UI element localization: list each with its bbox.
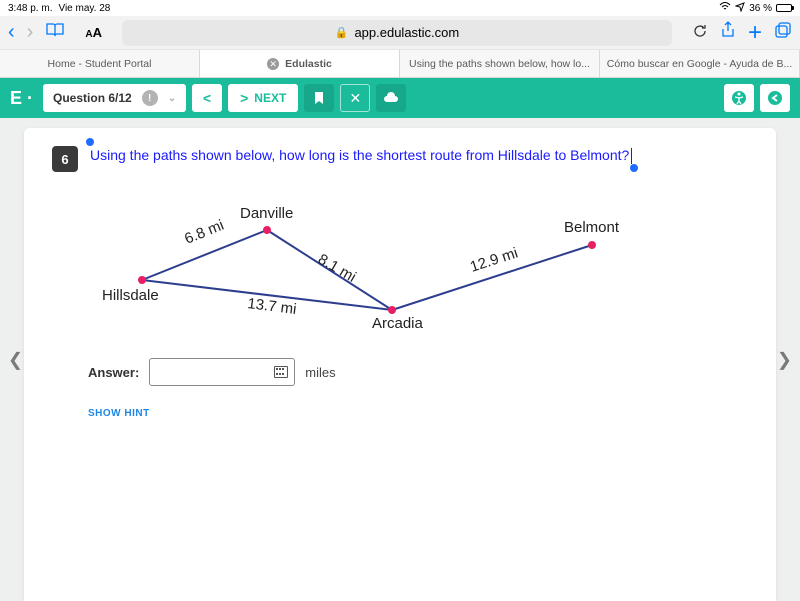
svg-text:Arcadia: Arcadia	[372, 315, 424, 332]
text-size-button[interactable]: AA	[85, 25, 102, 40]
battery-pct: 36 %	[749, 3, 772, 14]
path-diagram: 6.8 mi8.1 mi13.7 mi12.9 miHillsdaleDanvi…	[92, 190, 652, 340]
svg-text:Belmont: Belmont	[564, 219, 620, 236]
answer-row: Answer: miles	[88, 358, 748, 386]
question-counter: Question 6/12	[53, 91, 132, 105]
next-question-button[interactable]: > NEXT	[228, 84, 298, 112]
tab-question[interactable]: Using the paths shown below, how lo...	[400, 50, 600, 77]
browser-toolbar: ‹ › AA 🔒 app.edulastic.com +	[0, 16, 800, 50]
status-bar: 3:48 p. m. Vie may. 28 36 %	[0, 0, 800, 16]
wifi-icon	[719, 2, 731, 15]
bookmark-button[interactable]	[304, 84, 334, 112]
svg-text:8.1 mi: 8.1 mi	[315, 251, 359, 286]
prev-question-button[interactable]: <	[192, 84, 222, 112]
question-number: 6	[52, 146, 78, 172]
status-date: Vie may. 28	[58, 3, 110, 14]
chevron-down-icon: ⌄	[168, 93, 176, 104]
accessibility-button[interactable]	[724, 84, 754, 112]
answer-unit: miles	[305, 365, 335, 380]
exit-button[interactable]	[760, 84, 790, 112]
tab-edulastic[interactable]: ✕ Edulastic	[200, 50, 400, 77]
reload-button[interactable]	[692, 23, 708, 42]
selection-handle-icon[interactable]	[630, 164, 638, 172]
svg-text:6.8 mi: 6.8 mi	[182, 217, 226, 248]
answer-label: Answer:	[88, 365, 139, 380]
info-badge-icon: !	[142, 90, 158, 106]
app-toolbar: E · Question 6/12 ! ⌄ < > NEXT ✕	[0, 78, 800, 118]
svg-text:Hillsdale: Hillsdale	[102, 287, 159, 304]
answer-input[interactable]	[149, 358, 295, 386]
tab-home[interactable]: Home - Student Portal	[0, 50, 200, 77]
selection-handle-icon[interactable]	[86, 138, 94, 146]
location-icon	[735, 2, 745, 15]
close-tab-icon[interactable]: ✕	[267, 58, 279, 70]
show-hint-button[interactable]: SHOW HINT	[88, 408, 748, 419]
keypad-icon[interactable]	[274, 366, 288, 378]
question-text: Using the paths shown below, how long is…	[90, 147, 629, 163]
back-button[interactable]: ‹	[8, 21, 15, 44]
edulastic-logo: E ·	[10, 88, 33, 109]
lock-icon: 🔒	[335, 26, 349, 39]
cloud-button[interactable]	[376, 84, 406, 112]
question-card: 6 Using the paths shown below, how long …	[24, 128, 776, 601]
share-button[interactable]	[720, 21, 736, 45]
close-button[interactable]: ✕	[340, 84, 370, 112]
question-selector[interactable]: Question 6/12 ! ⌄	[43, 84, 186, 112]
content-area: ❮ ❯ 6 Using the paths shown below, how l…	[0, 118, 800, 601]
address-bar[interactable]: 🔒 app.edulastic.com	[122, 20, 672, 46]
url-text: app.edulastic.com	[354, 25, 459, 40]
browser-tabs: Home - Student Portal ✕ Edulastic Using …	[0, 50, 800, 78]
tab-google-help[interactable]: Cómo buscar en Google - Ayuda de B...	[600, 50, 800, 77]
svg-text:Danville: Danville	[240, 205, 293, 222]
status-time: 3:48 p. m.	[8, 3, 52, 14]
forward-button[interactable]: ›	[27, 21, 34, 44]
text-caret	[631, 148, 632, 164]
bookmarks-icon[interactable]	[45, 22, 65, 43]
tabs-button[interactable]	[774, 21, 792, 45]
new-tab-button[interactable]: +	[748, 19, 762, 47]
battery-icon	[776, 4, 792, 12]
